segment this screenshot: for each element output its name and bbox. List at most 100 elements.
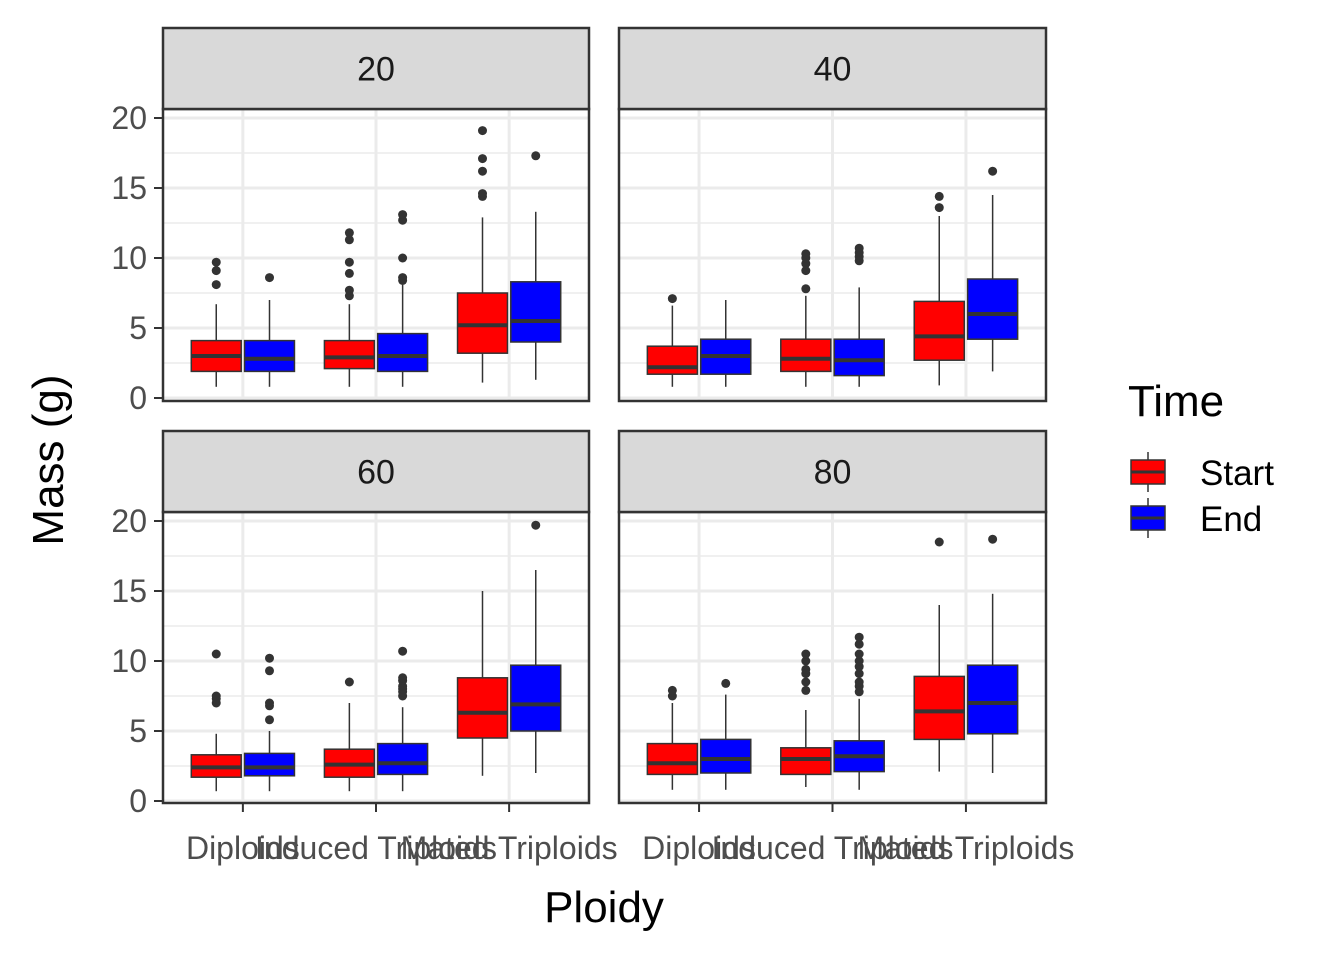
- box-induced-triploids-start: [323, 677, 376, 792]
- outlier-point: [854, 656, 864, 666]
- box-diploids-end: [699, 678, 752, 790]
- outlier-point: [265, 273, 274, 283]
- outlier-point: [854, 677, 864, 687]
- facet-strip-label: 20: [357, 51, 395, 89]
- y-tick-label: 10: [111, 240, 147, 276]
- outlier-point: [398, 646, 408, 656]
- panel-gridlines: [619, 512, 1046, 803]
- box-mated-triploids-end: [510, 520, 562, 773]
- facet-strip: 40: [617, 26, 1048, 111]
- outlier-point: [854, 243, 864, 253]
- box-diploids-end: [243, 273, 296, 387]
- outlier-point: [531, 520, 541, 530]
- box-mated-triploids-end: [510, 151, 562, 380]
- box-mated-triploids-end: [966, 534, 1019, 773]
- legend-key-label: End: [1200, 500, 1262, 539]
- outlier-point: [988, 534, 998, 544]
- outlier-point: [934, 191, 944, 201]
- outlier-point: [801, 685, 811, 695]
- y-axis-title-text: Mass (g): [24, 374, 73, 545]
- legend-key-start: Start: [1130, 452, 1274, 493]
- outlier-point: [854, 649, 864, 659]
- box-iqr: [376, 742, 429, 776]
- outlier-point: [398, 253, 408, 263]
- panel-gridlines: [163, 109, 589, 401]
- box-iqr: [510, 664, 562, 732]
- box-iqr: [323, 339, 376, 370]
- box-diploids-start: [190, 257, 242, 387]
- outlier-point: [801, 656, 811, 666]
- outlier-point: [667, 685, 677, 695]
- outlier-point: [531, 151, 541, 161]
- outlier-point: [667, 294, 677, 304]
- y-tick-label: 10: [111, 643, 147, 679]
- x-tick-label: Mated Triploids: [857, 830, 1074, 866]
- outlier-point: [478, 189, 487, 199]
- outlier-point: [478, 154, 487, 164]
- box-induced-triploids-end: [376, 210, 429, 387]
- outlier-point: [988, 166, 998, 176]
- y-tick-label: 0: [129, 380, 147, 416]
- panel-boxes: [646, 534, 1019, 790]
- box-diploids-end: [243, 653, 296, 792]
- facet-strip: 80: [617, 429, 1048, 514]
- box-mated-triploids-start: [456, 591, 509, 776]
- box-mated-triploids-end: [966, 166, 1019, 372]
- box-iqr: [913, 300, 966, 361]
- outlier-point: [211, 266, 221, 276]
- box-iqr: [646, 742, 699, 776]
- outlier-point: [478, 166, 487, 176]
- legend-title: Time: [1128, 377, 1224, 426]
- box-iqr: [646, 345, 699, 375]
- x-tick-label: Diploids: [186, 830, 300, 866]
- box-iqr: [456, 292, 509, 354]
- box-mated-triploids-start: [456, 126, 509, 383]
- x-tick-label: Mated Triploids: [401, 830, 618, 866]
- box-diploids-start: [190, 649, 242, 792]
- y-tick-label: 20: [111, 100, 147, 136]
- y-axis: 0 5 10 15 20: [111, 100, 163, 416]
- outlier-point: [398, 273, 408, 283]
- y-axis: 0 5 10 15 20: [111, 503, 163, 819]
- facet-strip-background: [161, 26, 591, 111]
- outlier-point: [854, 669, 864, 679]
- box-induced-triploids-start: [780, 649, 832, 787]
- y-axis-title: Mass (g): [24, 374, 73, 545]
- y-tick-label: 15: [111, 170, 147, 206]
- facet-strip-label: 40: [814, 51, 852, 89]
- outlier-point: [801, 664, 811, 674]
- facet-strip-label: 80: [814, 454, 852, 492]
- y-tick-label: 5: [129, 310, 147, 346]
- outlier-point: [801, 677, 811, 687]
- outlier-point: [344, 677, 354, 687]
- facet-strip: 20: [161, 26, 591, 111]
- outlier-point: [934, 537, 944, 547]
- outlier-point: [398, 673, 408, 683]
- box-iqr: [913, 675, 966, 741]
- box-iqr: [510, 281, 562, 343]
- box-diploids-start: [646, 685, 699, 790]
- box-induced-triploids-end: [833, 243, 885, 387]
- box-mated-triploids-start: [913, 191, 966, 386]
- y-tick-label: 0: [129, 783, 147, 819]
- y-tick-label: 15: [111, 573, 147, 609]
- x-tick-label: Induced Triploids: [255, 830, 497, 866]
- box-diploids-start: [646, 294, 699, 387]
- outlier-point: [801, 266, 811, 276]
- outlier-point: [265, 715, 274, 725]
- legend-key-end: End: [1130, 498, 1262, 539]
- outlier-point: [265, 698, 274, 708]
- outlier-point: [344, 257, 354, 267]
- outlier-point: [854, 639, 864, 649]
- y-tick-label: 5: [129, 713, 147, 749]
- outlier-point: [211, 691, 221, 701]
- outlier-point: [211, 257, 221, 267]
- facet-strip-label: 60: [357, 454, 395, 492]
- box-iqr: [966, 278, 1019, 340]
- outlier-point: [801, 249, 811, 259]
- outlier-point: [344, 285, 354, 295]
